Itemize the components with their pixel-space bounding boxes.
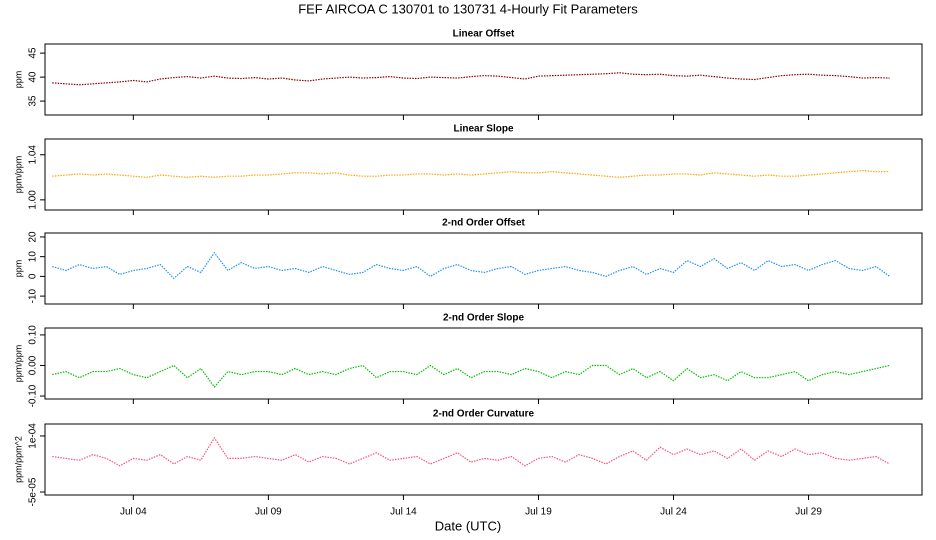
panel-title: 2-nd Order Offset (442, 218, 525, 229)
y-tick-label: 45 (28, 47, 39, 59)
x-tick-label: Jul 29 (795, 507, 822, 518)
y-tick-label: 10 (28, 251, 39, 263)
y-tick-label: 20 (28, 231, 39, 243)
x-tick-label: Jul 09 (255, 507, 282, 518)
x-tick-label: Jul 14 (390, 507, 417, 518)
panel-frame (44, 423, 923, 496)
y-tick-label: 1.00 (28, 190, 39, 210)
panel-frame (44, 43, 923, 116)
data-line (52, 364, 890, 388)
data-line (52, 436, 890, 467)
y-tick-label: 0.00 (28, 355, 39, 375)
panel-title: Linear Slope (453, 124, 513, 135)
x-tick-label: Jul 19 (525, 507, 552, 518)
y-tick-label: 1e-04 (28, 423, 39, 449)
y-tick-label: -5e-05 (28, 477, 39, 506)
y-tick-label: 1.04 (28, 145, 39, 165)
x-tick-label: Jul 24 (660, 507, 687, 518)
data-line (52, 169, 890, 178)
y-axis-label: ppm/ppm^2 (13, 436, 23, 483)
y-axis-label: ppm (13, 71, 23, 89)
panel-frame (44, 138, 923, 211)
x-tick-label: Jul 04 (120, 507, 147, 518)
y-tick-label: -0.10 (28, 384, 39, 407)
panel-title: Linear Offset (453, 29, 515, 40)
data-line (52, 251, 890, 280)
x-axis-label: Date (UTC) (435, 518, 501, 533)
y-tick-label: 35 (28, 95, 39, 107)
panel-frame (44, 327, 923, 400)
panel-title: 2-nd Order Slope (443, 313, 525, 324)
y-tick-label: -10 (28, 288, 39, 303)
y-axis-label: ppm (13, 260, 23, 278)
panel-frame (44, 232, 923, 305)
panel-title: 2-nd Order Curvature (433, 409, 535, 420)
data-line (52, 72, 890, 86)
y-axis-label: ppm/ppm (13, 345, 23, 383)
y-tick-label: 0.10 (28, 325, 39, 345)
y-tick-label: 0 (28, 273, 39, 279)
page-title: FEF AIRCOA C 130701 to 130731 4-Hourly F… (298, 1, 638, 16)
y-tick-label: 40 (28, 71, 39, 83)
y-axis-label: ppm/ppm (13, 156, 23, 194)
